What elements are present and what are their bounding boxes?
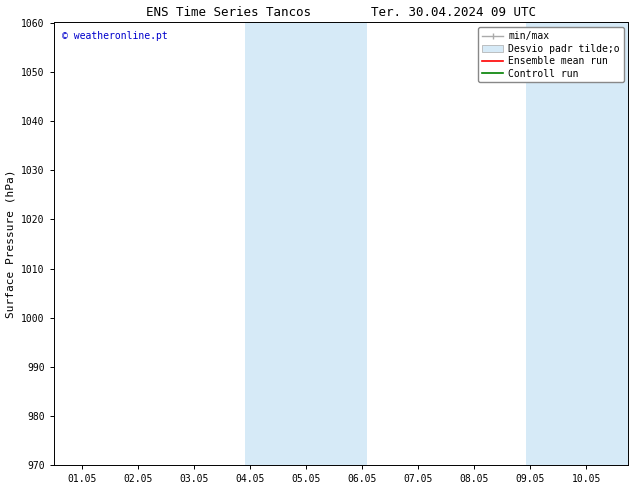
Bar xyxy=(245,23,366,466)
Text: © weatheronline.pt: © weatheronline.pt xyxy=(62,31,168,41)
Legend: min/max, Desvio padr tilde;o, Ensemble mean run, Controll run: min/max, Desvio padr tilde;o, Ensemble m… xyxy=(478,27,624,82)
Title: ENS Time Series Tancos        Ter. 30.04.2024 09 UTC: ENS Time Series Tancos Ter. 30.04.2024 0… xyxy=(146,5,536,19)
Y-axis label: Surface Pressure (hPa): Surface Pressure (hPa) xyxy=(6,170,16,318)
Bar xyxy=(526,23,628,466)
